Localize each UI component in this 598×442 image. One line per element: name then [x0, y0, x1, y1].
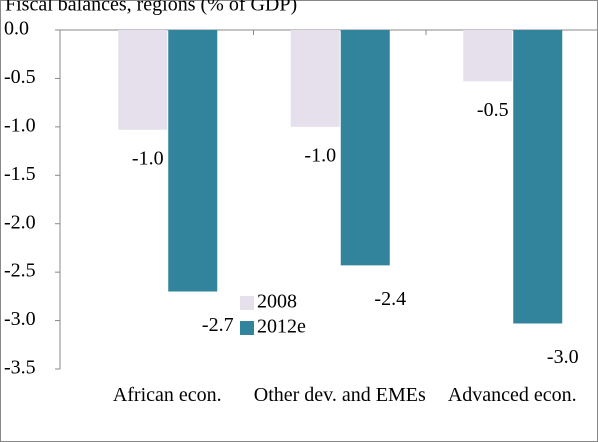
- data-label: -1.0: [132, 147, 164, 169]
- data-label: -3.0: [547, 346, 579, 368]
- y-tick-label: 0.0: [4, 18, 29, 40]
- y-tick-label: -0.5: [4, 66, 36, 88]
- bar: [340, 30, 390, 266]
- bar: [168, 30, 218, 292]
- x-tick-label: Advanced econ.: [447, 384, 577, 406]
- bar: [290, 30, 340, 127]
- data-label: -2.4: [374, 288, 406, 310]
- legend-swatch: [240, 321, 254, 335]
- x-tick-label: Other dev. and EMEs: [253, 384, 426, 406]
- y-tick-label: -2.5: [4, 260, 36, 282]
- y-tick-label: -3.5: [4, 357, 36, 379]
- chart-title: Fiscal balances, regions (% of GDP): [5, 0, 297, 16]
- bar: [463, 30, 513, 82]
- y-tick-label: -1.5: [4, 163, 36, 185]
- y-tick-label: -1.0: [4, 114, 36, 136]
- bar: [118, 30, 168, 130]
- y-tick-label: -3.0: [4, 308, 36, 330]
- bar: [513, 30, 563, 324]
- data-label: -0.5: [477, 99, 509, 121]
- legend-label: 2012e: [257, 316, 306, 338]
- data-label: -1.0: [304, 144, 336, 166]
- legend-swatch: [240, 296, 254, 310]
- legend-label: 2008: [257, 291, 297, 313]
- data-label: -2.7: [202, 314, 234, 336]
- x-tick-label: African econ.: [112, 384, 222, 406]
- y-tick-label: -2.0: [4, 211, 36, 233]
